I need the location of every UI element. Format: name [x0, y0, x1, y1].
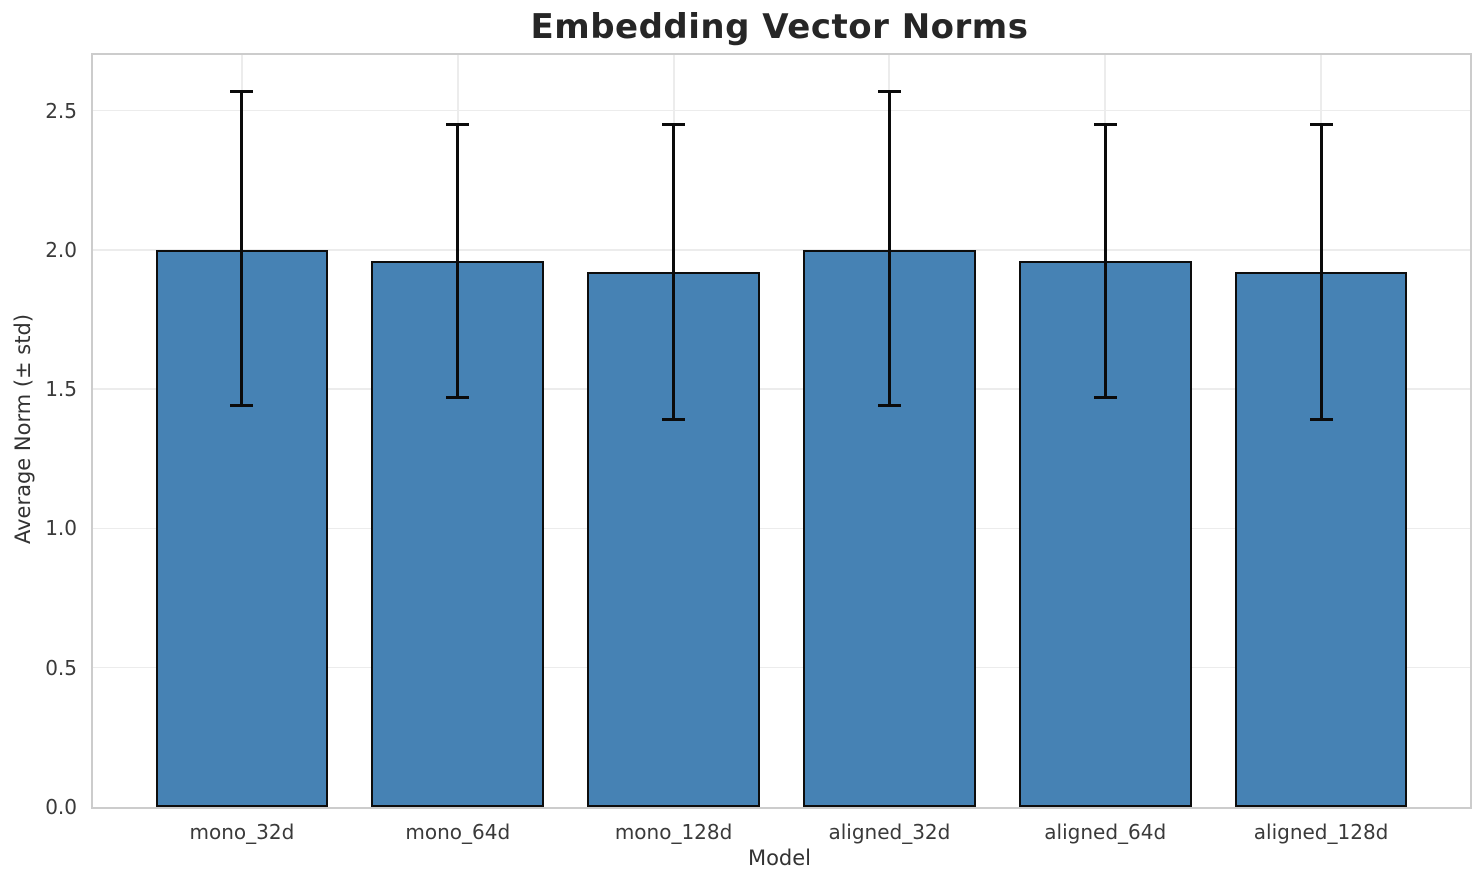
error-bar-mono_64d: [456, 124, 460, 398]
y-tick-label: 2.0: [45, 237, 77, 262]
gridline-y-2.0: [93, 249, 1470, 251]
y-tick-label: 0.0: [45, 795, 77, 819]
error-cap-top-mono_64d: [446, 123, 470, 127]
y-tick-label: 2.5: [45, 98, 77, 123]
error-cap-top-mono_32d: [230, 89, 254, 93]
error-cap-bottom-mono_32d: [230, 404, 254, 408]
y-tick-label: 1.5: [45, 377, 77, 402]
error-cap-top-aligned_32d: [877, 89, 901, 93]
y-tick-label: 1.0: [45, 516, 77, 541]
error-cap-bottom-mono_64d: [446, 396, 470, 400]
error-cap-top-aligned_64d: [1093, 123, 1117, 127]
error-bar-mono_128d: [672, 124, 676, 420]
error-cap-top-mono_128d: [662, 123, 686, 127]
gridline-y-2.5: [93, 109, 1470, 112]
error-bar-aligned_32d: [887, 91, 891, 406]
chart-title: Embedding Vector Norms: [530, 7, 1029, 47]
plot-area: 0.0 0.5 1.0 1.5 2.0 2.5 mono_32d mono_64d mono_1…: [45, 53, 1472, 844]
y-tick-label: 0.5: [45, 655, 77, 680]
error-bar-aligned_64d: [1103, 124, 1107, 398]
error-cap-bottom-aligned_128d: [1309, 418, 1333, 422]
error-cap-bottom-aligned_32d: [877, 404, 901, 408]
error-cap-top-aligned_128d: [1309, 123, 1333, 127]
error-cap-bottom-aligned_64d: [1093, 396, 1117, 400]
x-tick-label: mono_128d: [614, 820, 733, 844]
x-tick-label: aligned_32d: [828, 820, 951, 844]
error-bar-aligned_128d: [1319, 124, 1323, 420]
x-tick-label: mono_64d: [405, 820, 511, 844]
gridline-y-0.5: [93, 666, 1470, 669]
x-axis-label: Model: [747, 846, 812, 870]
x-tick-label: aligned_128d: [1253, 820, 1389, 844]
x-tick-label: aligned_64d: [1044, 820, 1167, 844]
y-axis-label: Average Norm (± std): [11, 313, 35, 545]
gridline-y-1.0: [93, 527, 1470, 530]
error-cap-bottom-mono_128d: [662, 418, 686, 422]
gridline-y-1.5: [93, 388, 1470, 390]
x-tick-label: mono_32d: [189, 820, 295, 844]
error-bar-mono_32d: [240, 91, 244, 406]
